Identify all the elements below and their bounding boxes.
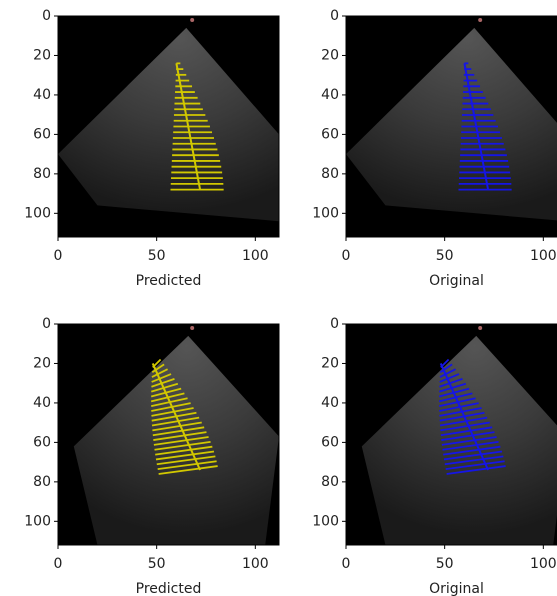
y-tick-label: 20 bbox=[321, 355, 339, 371]
ultrasound-fan bbox=[73, 335, 280, 545]
overlay-line bbox=[441, 431, 495, 441]
x-tick-label: 50 bbox=[436, 248, 454, 264]
overlay-line bbox=[155, 445, 213, 456]
overlay-axis bbox=[463, 63, 490, 190]
y-tick-label: 80 bbox=[33, 474, 51, 490]
x-tick-label: 100 bbox=[242, 556, 269, 572]
overlay-line bbox=[152, 426, 205, 437]
ultrasound-fan bbox=[58, 27, 279, 222]
overlay-line bbox=[151, 416, 200, 427]
overlay-line bbox=[151, 411, 197, 422]
x-tick-label: 50 bbox=[436, 556, 454, 572]
y-tick-label: 80 bbox=[321, 166, 339, 182]
ultrasound-fan bbox=[361, 335, 557, 545]
y-tick-label: 100 bbox=[24, 513, 51, 529]
probe-marker bbox=[190, 17, 195, 22]
y-tick-label: 100 bbox=[312, 513, 339, 529]
overlay-line bbox=[151, 407, 194, 417]
x-axis-label: Original bbox=[429, 581, 484, 596]
y-tick-label: 20 bbox=[33, 355, 51, 371]
x-axis-label: Predicted bbox=[136, 581, 202, 596]
overlay-line bbox=[154, 440, 211, 451]
y-tick-label: 60 bbox=[33, 434, 51, 450]
overlay-line bbox=[151, 373, 172, 383]
x-tick-label: 100 bbox=[530, 556, 557, 572]
overlay-line bbox=[439, 416, 488, 427]
overlay-line bbox=[442, 440, 499, 451]
y-tick-label: 40 bbox=[33, 87, 51, 103]
overlay-line bbox=[439, 411, 485, 422]
x-tick-label: 0 bbox=[54, 556, 63, 572]
x-tick-label: 0 bbox=[342, 248, 351, 264]
overlay-line bbox=[153, 436, 209, 446]
overlay-line bbox=[443, 450, 503, 461]
x-tick-label: 50 bbox=[148, 556, 166, 572]
subplot: 0 20 40 60 80 100 0 50 100 Original bbox=[312, 8, 557, 289]
subplot: 0 20 40 60 80 100 0 50 100 Original bbox=[312, 316, 557, 596]
probe-marker bbox=[478, 17, 483, 22]
y-tick-label: 80 bbox=[33, 166, 51, 182]
axes-frame bbox=[345, 15, 557, 238]
x-axis-label: Predicted bbox=[136, 273, 202, 289]
overlay-line bbox=[439, 407, 482, 417]
overlay-line bbox=[439, 368, 456, 378]
y-tick-label: 60 bbox=[33, 126, 51, 142]
axes-frame bbox=[57, 15, 280, 238]
subplot: 0 20 40 60 80 100 0 50 100 Predicted bbox=[24, 8, 280, 289]
y-tick-label: 40 bbox=[321, 395, 339, 411]
y-tick-label: 100 bbox=[24, 205, 51, 221]
overlay-line bbox=[155, 450, 215, 461]
overlay-axis bbox=[175, 63, 202, 190]
overlay-line bbox=[441, 436, 497, 446]
y-tick-label: 40 bbox=[33, 395, 51, 411]
y-tick-label: 0 bbox=[42, 8, 51, 24]
probe-marker bbox=[190, 325, 195, 330]
overlay-line bbox=[439, 402, 479, 412]
axes-frame bbox=[57, 323, 280, 546]
overlay-line bbox=[151, 402, 191, 412]
overlay-line bbox=[439, 373, 460, 383]
x-tick-label: 0 bbox=[54, 248, 63, 264]
y-tick-label: 100 bbox=[312, 205, 339, 221]
subplot: 0 20 40 60 80 100 0 50 100 Predicted bbox=[24, 316, 280, 596]
probe-marker bbox=[478, 325, 483, 330]
y-tick-label: 0 bbox=[330, 8, 339, 24]
x-tick-label: 50 bbox=[148, 248, 166, 264]
overlay-line bbox=[153, 431, 207, 441]
overlay-line bbox=[157, 460, 217, 471]
x-tick-label: 100 bbox=[530, 248, 557, 264]
y-tick-label: 80 bbox=[321, 474, 339, 490]
overlay-line bbox=[152, 421, 202, 432]
overlay-line bbox=[158, 465, 218, 475]
overlay-line bbox=[151, 378, 175, 388]
overlay-line bbox=[440, 426, 493, 437]
x-axis-label: Original bbox=[429, 273, 484, 289]
overlay-line bbox=[443, 445, 501, 456]
overlay-line bbox=[439, 378, 463, 388]
overlay-line bbox=[446, 465, 506, 475]
x-tick-label: 0 bbox=[342, 556, 351, 572]
overlay-line bbox=[156, 455, 216, 466]
y-tick-label: 60 bbox=[321, 126, 339, 142]
overlay-line bbox=[151, 363, 165, 374]
y-tick-label: 0 bbox=[330, 316, 339, 332]
y-tick-label: 60 bbox=[321, 434, 339, 450]
axes-frame bbox=[345, 323, 557, 546]
x-tick-label: 100 bbox=[242, 248, 269, 264]
y-tick-label: 20 bbox=[33, 47, 51, 63]
overlay-axis bbox=[151, 363, 201, 471]
overlay-line bbox=[439, 363, 453, 374]
overlay-line bbox=[444, 455, 504, 466]
y-tick-label: 40 bbox=[321, 87, 339, 103]
overlay-line bbox=[440, 421, 490, 432]
overlay-line bbox=[445, 460, 505, 471]
overlay-axis bbox=[439, 363, 489, 471]
y-tick-label: 20 bbox=[321, 47, 339, 63]
overlay-line bbox=[151, 368, 168, 378]
y-tick-label: 0 bbox=[42, 316, 51, 332]
